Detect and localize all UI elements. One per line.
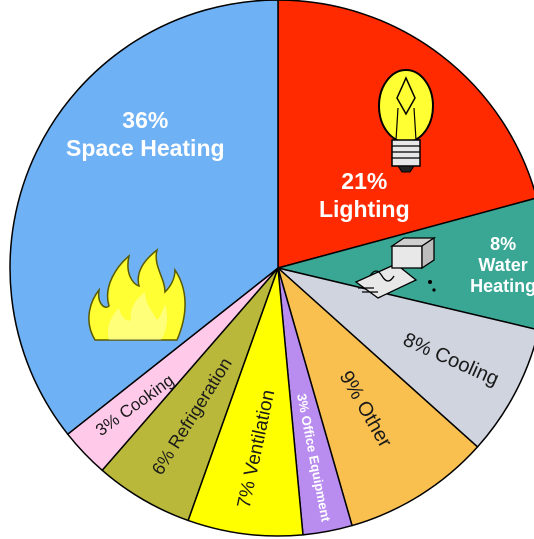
pie-label-water-heating: 8% Water Heating <box>470 234 534 296</box>
pie-slices <box>9 0 534 537</box>
flame-icon <box>88 248 186 341</box>
pie-slice-cooling <box>277 267 534 448</box>
light-bulb-icon <box>378 69 434 173</box>
pie-label-space-heating: 36% Space Heating <box>66 107 225 161</box>
pie-slice-ventilation <box>187 267 304 537</box>
pie-slice-space-heating <box>9 0 279 435</box>
water-heater-icon <box>354 236 437 299</box>
pie-label-lighting: 21% Lighting <box>319 168 410 222</box>
pie-slice-other <box>277 267 479 527</box>
